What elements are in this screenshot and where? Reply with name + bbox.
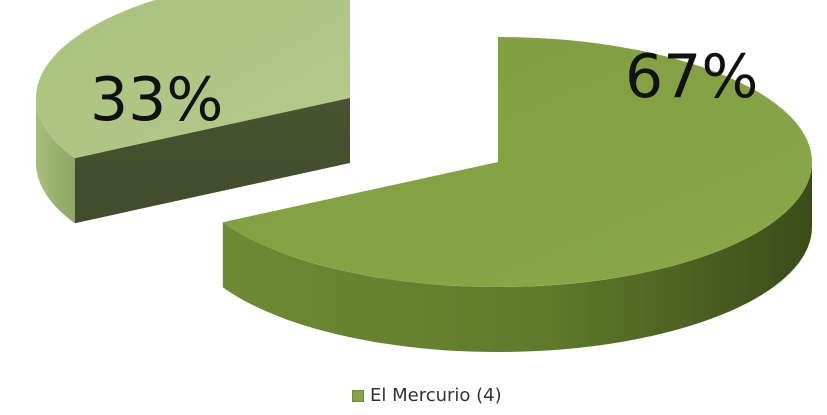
- slice-67-top-face: [222, 37, 812, 287]
- slice-33-side-face: [35, 98, 75, 224]
- pie-slice-67: [222, 37, 813, 353]
- pie-slice-33: [35, 0, 350, 224]
- slice-label-33: 33%: [90, 65, 223, 135]
- slice-33-top-face: [35, 0, 350, 159]
- legend-swatch: [352, 389, 364, 402]
- slice-67-side-face: [222, 162, 813, 353]
- slice-label-67: 67%: [625, 42, 758, 112]
- legend: El Mercurio (4): [352, 385, 502, 406]
- legend-label: El Mercurio (4): [370, 385, 502, 406]
